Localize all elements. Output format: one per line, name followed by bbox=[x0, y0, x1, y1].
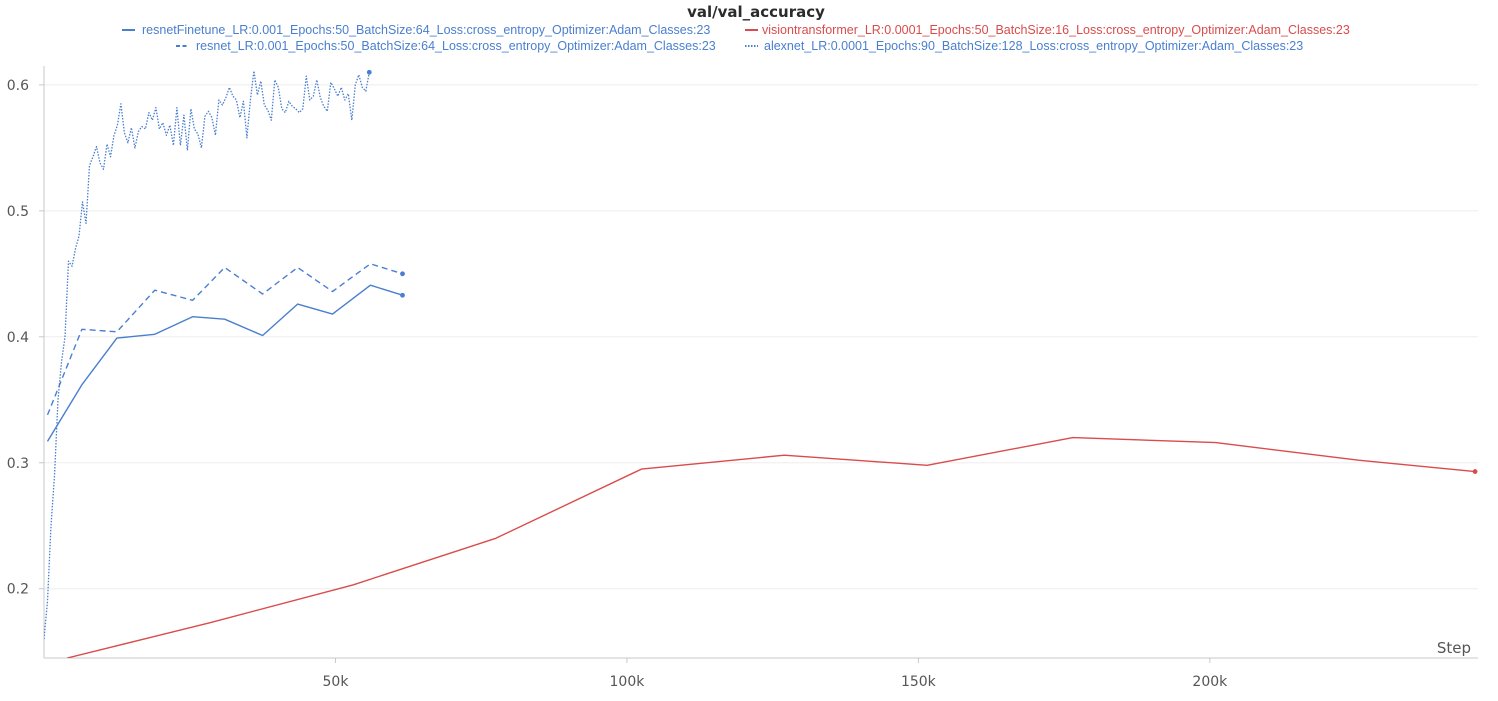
grid bbox=[44, 84, 1478, 590]
y-tick-label: 0.5 bbox=[7, 204, 29, 220]
series-line-2 bbox=[46, 263, 403, 416]
x-tick-label: 100k bbox=[610, 674, 646, 690]
x-tick-label: 200k bbox=[1192, 674, 1228, 690]
y-tick-label: 0.6 bbox=[7, 78, 29, 94]
x-tick-label: 150k bbox=[901, 674, 937, 690]
y-tick-label: 0.3 bbox=[7, 456, 29, 472]
axes bbox=[43, 66, 1478, 659]
legend-label-0: resnetFinetune_LR:0.001_Epochs:50_BatchS… bbox=[142, 23, 710, 37]
series-end-point-1 bbox=[1472, 469, 1478, 474]
series-end-point-0 bbox=[400, 292, 405, 298]
y-tick-label: 0.2 bbox=[7, 582, 29, 598]
series-layer bbox=[44, 69, 1478, 658]
x-tick-label: 50k bbox=[323, 674, 350, 690]
chart-title: val/val_accuracy bbox=[687, 3, 825, 21]
legend-label-2: resnet_LR:0.001_Epochs:50_BatchSize:64_L… bbox=[196, 39, 716, 53]
series-line-0 bbox=[46, 284, 403, 442]
y-tick-label: 0.4 bbox=[7, 330, 29, 346]
legend-label-3: alexnet_LR:0.0001_Epochs:90_BatchSize:12… bbox=[764, 39, 1303, 53]
series-end-point-2 bbox=[400, 271, 405, 277]
series-line-1 bbox=[67, 436, 1476, 658]
x-axis-label: Step bbox=[1437, 639, 1471, 657]
ticks: 0.2 0.3 0.4 0.5 0.6 50k 100k 150k 200k bbox=[7, 78, 1228, 690]
legend: resnetFinetune_LR:0.001_Epochs:50_BatchS… bbox=[122, 23, 1350, 53]
series-line-3 bbox=[44, 70, 370, 640]
series-end-point-3 bbox=[366, 69, 372, 75]
legend-label-1: visiontransformer_LR:0.0001_Epochs:50_Ba… bbox=[762, 23, 1350, 37]
